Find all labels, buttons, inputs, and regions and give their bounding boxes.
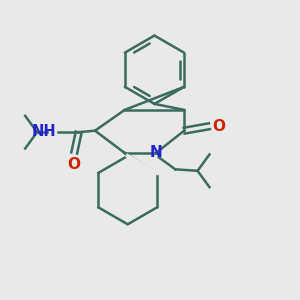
Text: N: N <box>150 146 162 160</box>
Text: O: O <box>68 158 81 172</box>
Text: O: O <box>212 119 225 134</box>
Text: NH: NH <box>32 124 56 139</box>
